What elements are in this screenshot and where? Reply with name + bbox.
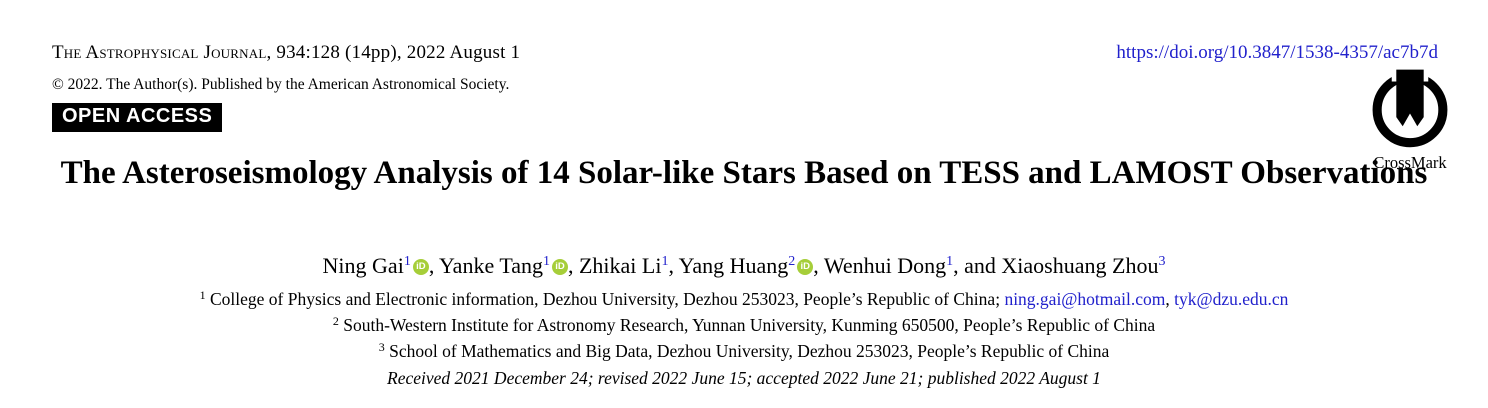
author-affil-sup: 1 (661, 254, 669, 269)
affiliation-sup: 1 (199, 288, 206, 302)
author-name: Zhikai Li (578, 253, 662, 278)
affiliation-line: 1 College of Physics and Electronic info… (0, 287, 1488, 313)
email-link[interactable]: tyk@dzu.edu.cn (1174, 289, 1289, 309)
crossmark-label: CrossMark (1373, 153, 1447, 172)
journal-name: The Astrophysical Journal (52, 42, 267, 63)
author-affil-sup: 1 (403, 254, 411, 269)
author-list: Ning Gai1 iD, Yanke Tang1 iD, Zhikai Li1, … (0, 253, 1488, 279)
author-separator: , (567, 253, 579, 278)
orcid-icon[interactable]: iD (412, 259, 429, 275)
affiliation-sup: 3 (378, 340, 385, 354)
doi-link[interactable]: https://doi.org/10.3847/1538-4357/ac7b7d (1116, 42, 1438, 63)
crossmark-button[interactable]: CrossMark (1352, 66, 1468, 173)
author-name: Xiaoshuang Zhou (1001, 253, 1159, 278)
author-affil-sup: 3 (1158, 254, 1166, 269)
orcid-icon[interactable]: iD (797, 259, 814, 275)
history-dates-line: Received 2021 December 24; revised 2022 … (387, 368, 1101, 388)
author-name: Ning Gai (322, 253, 404, 278)
open-access-badge: OPEN ACCESS (52, 103, 223, 132)
crossmark-icon (1362, 66, 1458, 154)
author-affil-sup: 2 (788, 254, 796, 269)
affiliation-line: 2 South-Western Institute for Astronomy … (0, 313, 1488, 339)
author-name: Wenhui Dong (823, 253, 947, 278)
affiliation-line: 3 School of Mathematics and Big Data, De… (0, 339, 1488, 365)
author-affil-sup: 1 (946, 254, 954, 269)
author-separator: , (668, 253, 679, 278)
author-separator: , (813, 253, 824, 278)
author-separator: , (428, 253, 439, 278)
masthead-row: The Astrophysical Journal, 934:128 (14pp… (52, 42, 1438, 64)
affiliation-text: College of Physics and Electronic inform… (205, 289, 1005, 309)
author-name: Yang Huang (678, 253, 789, 278)
author-separator: , and (953, 253, 1002, 278)
author-name: Yanke Tang (439, 253, 543, 278)
email-separator: , (1165, 289, 1175, 309)
affiliation-sup: 2 (332, 314, 339, 328)
affiliation-text: School of Mathematics and Big Data, Dezh… (384, 341, 1110, 361)
copyright-line: © 2022. The Author(s). Published by the … (52, 76, 510, 93)
affiliations-block: 1 College of Physics and Electronic info… (0, 287, 1488, 390)
journal-masthead: The Astrophysical Journal, 934:128 (14pp… (52, 42, 520, 64)
email-link[interactable]: ning.gai@hotmail.com (1004, 289, 1166, 309)
page-title: The Asteroseismology Analysis of 14 Sola… (60, 155, 1428, 191)
affiliation-text: South-Western Institute for Astronomy Re… (338, 315, 1156, 335)
issue-info: , 934:128 (14pp), 2022 August 1 (266, 42, 521, 63)
author-affil-sup: 1 (542, 254, 550, 269)
orcid-icon[interactable]: iD (551, 259, 568, 275)
